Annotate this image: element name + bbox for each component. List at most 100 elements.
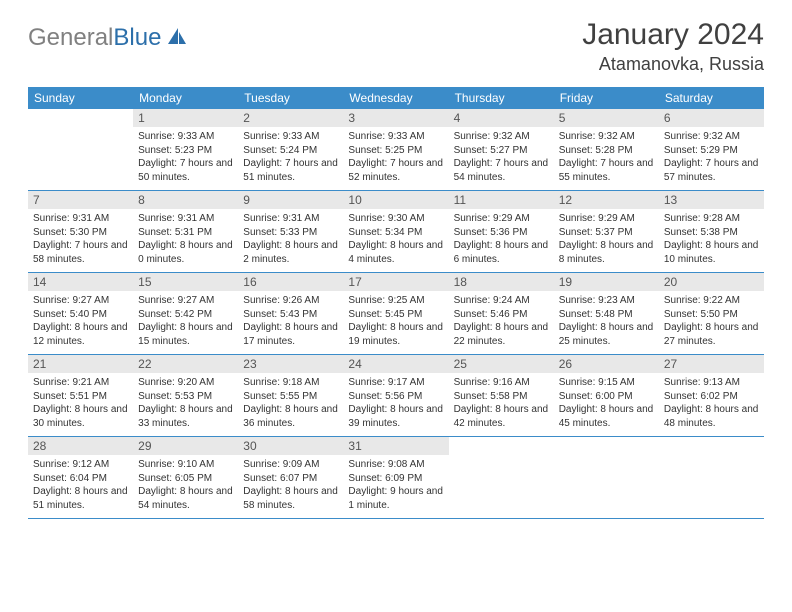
daylight-text: Daylight: 8 hours and 22 minutes. [454, 321, 549, 348]
calendar-day-cell [554, 437, 659, 519]
daylight-text: Daylight: 8 hours and 4 minutes. [348, 239, 443, 266]
day-number: 13 [659, 191, 764, 209]
sunrise-text: Sunrise: 9:28 AM [664, 212, 759, 226]
day-number: 11 [449, 191, 554, 209]
daylight-text: Daylight: 7 hours and 57 minutes. [664, 157, 759, 184]
sunset-text: Sunset: 5:30 PM [33, 226, 128, 240]
header: GeneralBlue January 2024 Atamanovka, Rus… [28, 18, 764, 75]
sunset-text: Sunset: 6:04 PM [33, 472, 128, 486]
daylight-text: Daylight: 8 hours and 36 minutes. [243, 403, 338, 430]
day-details: Sunrise: 9:33 AMSunset: 5:23 PMDaylight:… [133, 127, 238, 190]
calendar-week-row: 1Sunrise: 9:33 AMSunset: 5:23 PMDaylight… [28, 109, 764, 191]
weekday-header: Saturday [659, 87, 764, 109]
day-number: 22 [133, 355, 238, 373]
daylight-text: Daylight: 8 hours and 15 minutes. [138, 321, 233, 348]
daylight-text: Daylight: 8 hours and 10 minutes. [664, 239, 759, 266]
sunset-text: Sunset: 5:55 PM [243, 390, 338, 404]
day-number: 26 [554, 355, 659, 373]
sunset-text: Sunset: 5:58 PM [454, 390, 549, 404]
calendar-day-cell: 3Sunrise: 9:33 AMSunset: 5:25 PMDaylight… [343, 109, 448, 191]
page-title: January 2024 [582, 18, 764, 52]
day-details: Sunrise: 9:18 AMSunset: 5:55 PMDaylight:… [238, 373, 343, 436]
day-number: 4 [449, 109, 554, 127]
daylight-text: Daylight: 7 hours and 55 minutes. [559, 157, 654, 184]
weekday-header-row: Sunday Monday Tuesday Wednesday Thursday… [28, 87, 764, 109]
sunrise-text: Sunrise: 9:30 AM [348, 212, 443, 226]
daylight-text: Daylight: 8 hours and 19 minutes. [348, 321, 443, 348]
calendar-day-cell: 7Sunrise: 9:31 AMSunset: 5:30 PMDaylight… [28, 191, 133, 273]
day-details: Sunrise: 9:16 AMSunset: 5:58 PMDaylight:… [449, 373, 554, 436]
sunrise-text: Sunrise: 9:31 AM [138, 212, 233, 226]
daylight-text: Daylight: 8 hours and 58 minutes. [243, 485, 338, 512]
day-number: 3 [343, 109, 448, 127]
daylight-text: Daylight: 8 hours and 6 minutes. [454, 239, 549, 266]
sunrise-text: Sunrise: 9:31 AM [33, 212, 128, 226]
sunset-text: Sunset: 5:36 PM [454, 226, 549, 240]
calendar-day-cell: 28Sunrise: 9:12 AMSunset: 6:04 PMDayligh… [28, 437, 133, 519]
calendar-day-cell: 29Sunrise: 9:10 AMSunset: 6:05 PMDayligh… [133, 437, 238, 519]
calendar-day-cell: 17Sunrise: 9:25 AMSunset: 5:45 PMDayligh… [343, 273, 448, 355]
sunrise-text: Sunrise: 9:32 AM [664, 130, 759, 144]
sunset-text: Sunset: 5:31 PM [138, 226, 233, 240]
sunset-text: Sunset: 5:43 PM [243, 308, 338, 322]
day-number: 9 [238, 191, 343, 209]
day-number: 24 [343, 355, 448, 373]
calendar-day-cell: 25Sunrise: 9:16 AMSunset: 5:58 PMDayligh… [449, 355, 554, 437]
sunrise-text: Sunrise: 9:20 AM [138, 376, 233, 390]
sunset-text: Sunset: 6:09 PM [348, 472, 443, 486]
daylight-text: Daylight: 8 hours and 12 minutes. [33, 321, 128, 348]
sunset-text: Sunset: 5:50 PM [664, 308, 759, 322]
day-details: Sunrise: 9:31 AMSunset: 5:30 PMDaylight:… [28, 209, 133, 272]
daylight-text: Daylight: 8 hours and 0 minutes. [138, 239, 233, 266]
day-number: 10 [343, 191, 448, 209]
day-details: Sunrise: 9:20 AMSunset: 5:53 PMDaylight:… [133, 373, 238, 436]
sunset-text: Sunset: 6:00 PM [559, 390, 654, 404]
calendar-day-cell: 1Sunrise: 9:33 AMSunset: 5:23 PMDaylight… [133, 109, 238, 191]
sunrise-text: Sunrise: 9:32 AM [559, 130, 654, 144]
calendar-day-cell: 21Sunrise: 9:21 AMSunset: 5:51 PMDayligh… [28, 355, 133, 437]
daylight-text: Daylight: 7 hours and 52 minutes. [348, 157, 443, 184]
day-details: Sunrise: 9:32 AMSunset: 5:29 PMDaylight:… [659, 127, 764, 190]
day-number: 16 [238, 273, 343, 291]
sunset-text: Sunset: 6:05 PM [138, 472, 233, 486]
sunrise-text: Sunrise: 9:18 AM [243, 376, 338, 390]
day-details: Sunrise: 9:29 AMSunset: 5:36 PMDaylight:… [449, 209, 554, 272]
day-details: Sunrise: 9:08 AMSunset: 6:09 PMDaylight:… [343, 455, 448, 518]
sunrise-text: Sunrise: 9:24 AM [454, 294, 549, 308]
calendar-day-cell: 18Sunrise: 9:24 AMSunset: 5:46 PMDayligh… [449, 273, 554, 355]
daylight-text: Daylight: 8 hours and 54 minutes. [138, 485, 233, 512]
sunrise-text: Sunrise: 9:29 AM [559, 212, 654, 226]
weekday-header: Friday [554, 87, 659, 109]
day-number: 25 [449, 355, 554, 373]
daylight-text: Daylight: 8 hours and 39 minutes. [348, 403, 443, 430]
weekday-header: Wednesday [343, 87, 448, 109]
day-details: Sunrise: 9:32 AMSunset: 5:28 PMDaylight:… [554, 127, 659, 190]
day-details: Sunrise: 9:23 AMSunset: 5:48 PMDaylight:… [554, 291, 659, 354]
sunset-text: Sunset: 6:07 PM [243, 472, 338, 486]
calendar-day-cell: 23Sunrise: 9:18 AMSunset: 5:55 PMDayligh… [238, 355, 343, 437]
day-details: Sunrise: 9:29 AMSunset: 5:37 PMDaylight:… [554, 209, 659, 272]
day-number: 6 [659, 109, 764, 127]
calendar-day-cell: 11Sunrise: 9:29 AMSunset: 5:36 PMDayligh… [449, 191, 554, 273]
sunset-text: Sunset: 5:45 PM [348, 308, 443, 322]
day-number: 8 [133, 191, 238, 209]
calendar-day-cell: 20Sunrise: 9:22 AMSunset: 5:50 PMDayligh… [659, 273, 764, 355]
title-block: January 2024 Atamanovka, Russia [582, 18, 764, 75]
daylight-text: Daylight: 8 hours and 51 minutes. [33, 485, 128, 512]
sunrise-text: Sunrise: 9:26 AM [243, 294, 338, 308]
calendar-day-cell: 2Sunrise: 9:33 AMSunset: 5:24 PMDaylight… [238, 109, 343, 191]
day-details: Sunrise: 9:17 AMSunset: 5:56 PMDaylight:… [343, 373, 448, 436]
sunrise-text: Sunrise: 9:27 AM [138, 294, 233, 308]
sunrise-text: Sunrise: 9:17 AM [348, 376, 443, 390]
sunset-text: Sunset: 5:48 PM [559, 308, 654, 322]
day-details: Sunrise: 9:09 AMSunset: 6:07 PMDaylight:… [238, 455, 343, 518]
calendar-week-row: 28Sunrise: 9:12 AMSunset: 6:04 PMDayligh… [28, 437, 764, 519]
sunset-text: Sunset: 5:24 PM [243, 144, 338, 158]
daylight-text: Daylight: 8 hours and 27 minutes. [664, 321, 759, 348]
calendar-day-cell [659, 437, 764, 519]
day-details: Sunrise: 9:27 AMSunset: 5:40 PMDaylight:… [28, 291, 133, 354]
sunrise-text: Sunrise: 9:23 AM [559, 294, 654, 308]
sunset-text: Sunset: 5:37 PM [559, 226, 654, 240]
day-number: 30 [238, 437, 343, 455]
day-number: 5 [554, 109, 659, 127]
